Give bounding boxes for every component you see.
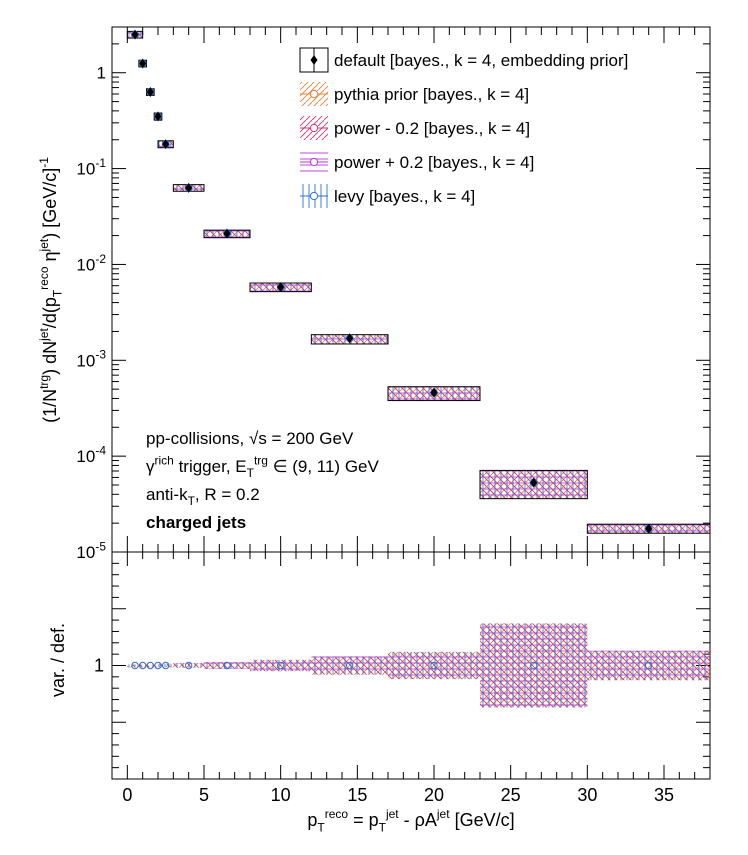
ratio-band — [587, 650, 710, 681]
ratio-y-axis-title: var. / def. — [48, 623, 68, 697]
default-point — [346, 333, 354, 344]
ratio-point — [345, 661, 354, 670]
ratio-band — [158, 663, 174, 668]
y-tick-label: 10-2​ — [76, 252, 106, 275]
y-tick-label: 1 — [94, 656, 104, 676]
ratio-point — [184, 661, 193, 670]
annotation-jet-algorithm: anti-kT​, R = 0.2 — [146, 485, 260, 508]
x-axis-title: pT​reco​ = pT​jet​ - ρAjet​ [GeV/c] — [307, 807, 514, 835]
legend-label: default [bayes., k = 4, embedding prior] — [334, 51, 628, 70]
legend: default [bayes., k = 4, embedding prior]… — [299, 47, 628, 208]
ratio-point — [131, 661, 139, 670]
legend-marker — [309, 123, 319, 133]
y-tick-label: 10-4​ — [76, 443, 106, 466]
ratio-point — [529, 661, 538, 670]
spectrum-y-axis-title: (1/Ntrg​) dNjet​/d(pT​reco​ ηjet​) [GeV/… — [37, 157, 65, 423]
y-tick-label: 1 — [97, 64, 106, 83]
ratio-band — [142, 664, 158, 668]
ratio-point — [223, 661, 231, 670]
ratio-point — [138, 661, 147, 670]
ratio-band — [388, 651, 480, 680]
default-point — [530, 477, 538, 488]
ratio-band — [250, 659, 312, 672]
ratio-band — [204, 662, 250, 669]
y-tick-label: 10-5​ — [76, 539, 106, 562]
ratio-band — [127, 664, 143, 668]
legend-marker — [309, 191, 319, 201]
default-point — [131, 29, 139, 40]
default-point — [146, 86, 154, 97]
ratio-band — [173, 663, 204, 668]
legend-label: power - 0.2 [bayes., k = 4] — [334, 119, 530, 138]
x-tick-label: 35 — [654, 785, 674, 805]
annotation-trigger: γrich​ trigger, ET​trg​ ∈ (9, 11) GeV — [146, 453, 379, 480]
default-point — [430, 387, 438, 398]
y-tick-label: 10-3​ — [76, 348, 106, 371]
legend-label: power + 0.2 [bayes., k = 4] — [334, 153, 534, 172]
legend-label: levy [bayes., k = 4] — [334, 187, 475, 206]
ratio-data-points — [131, 661, 653, 670]
x-tick-label: 5 — [199, 785, 209, 805]
legend-marker — [309, 89, 319, 99]
y-tick-label: 10-1​ — [76, 156, 106, 179]
ratio-point — [161, 661, 170, 670]
ratio-point — [644, 661, 653, 670]
x-tick-label: 30 — [577, 785, 597, 805]
default-point — [162, 139, 170, 150]
ratio-variation-bands — [127, 623, 710, 708]
x-tick-label: 0 — [122, 785, 132, 805]
annotation-block: pp-collisions, √s = 200 GeV γrich​ trigg… — [146, 429, 379, 532]
default-point — [154, 111, 162, 122]
ratio-axes: 0 5 10 15 20 25 30 35 1 — [94, 551, 711, 805]
default-point — [139, 58, 147, 69]
x-tick-label: 25 — [501, 785, 521, 805]
spectrum-data-points — [131, 29, 653, 534]
x-tick-label: 15 — [347, 785, 367, 805]
ratio-band — [311, 656, 388, 675]
ratio-point — [146, 661, 155, 670]
ratio-band — [480, 623, 588, 708]
spectrum-y-axis: 10-5​ 10-4​ 10-3​ 10-2​ 10-1​ 1 — [76, 26, 711, 562]
annotation-collisions: pp-collisions, √s = 200 GeV — [146, 429, 354, 448]
ratio-point — [430, 661, 438, 670]
x-tick-label: 20 — [424, 785, 444, 805]
legend-marker — [309, 157, 319, 167]
default-point — [645, 523, 653, 534]
legend-marker-default — [310, 55, 318, 65]
annotation-charged-jets: charged jets — [146, 513, 246, 532]
default-point — [185, 182, 193, 193]
ratio-point — [276, 661, 285, 670]
legend-label: pythia prior [bayes., k = 4] — [334, 85, 529, 104]
x-tick-label: 10 — [271, 785, 291, 805]
default-point — [223, 228, 231, 239]
ratio-point — [154, 661, 162, 670]
default-point — [277, 282, 285, 293]
